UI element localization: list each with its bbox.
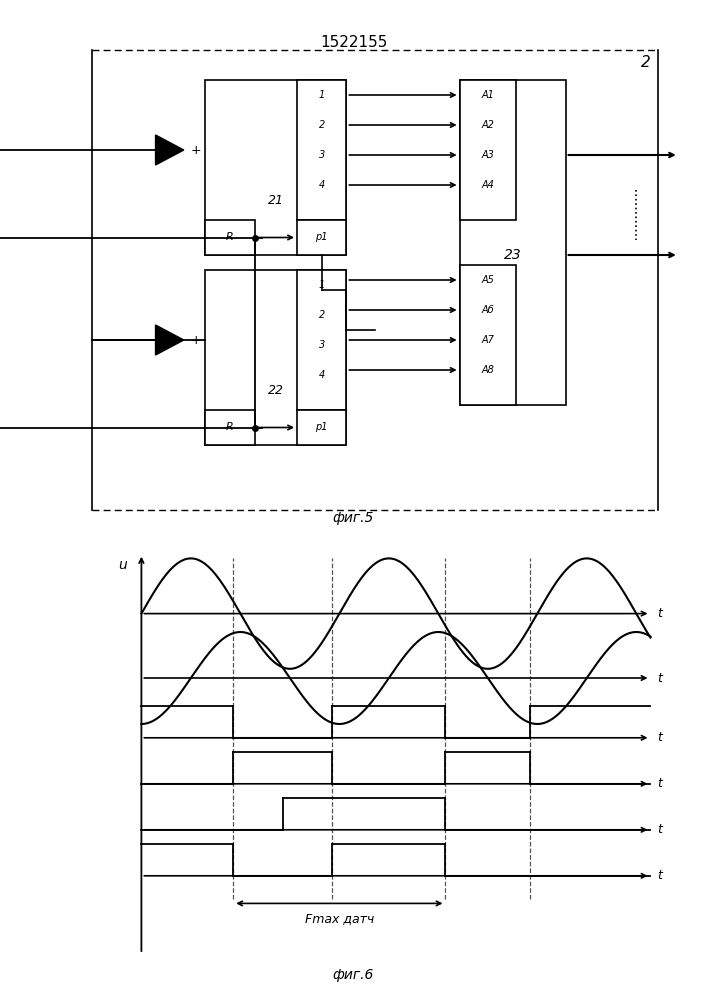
Bar (297, 270, 346, 410)
Text: 1522155: 1522155 (320, 35, 387, 50)
Text: Аб: Аб (481, 305, 494, 315)
Text: 4: 4 (319, 370, 325, 380)
Text: 23: 23 (503, 248, 522, 262)
Text: t: t (658, 672, 662, 684)
Text: A7: A7 (481, 335, 494, 345)
Polygon shape (156, 135, 184, 165)
Text: t: t (658, 869, 662, 882)
Bar (205, 270, 346, 445)
Text: фиг.6: фиг.6 (333, 968, 374, 982)
Text: 4: 4 (319, 180, 325, 190)
Text: p1: p1 (315, 422, 328, 432)
Polygon shape (156, 325, 184, 355)
Bar (205, 220, 255, 255)
Text: p1: p1 (315, 232, 328, 242)
Text: +: + (191, 143, 201, 156)
Text: t: t (658, 607, 662, 620)
Text: t: t (658, 777, 662, 790)
Text: 3: 3 (319, 340, 325, 350)
Text: A1: A1 (481, 90, 494, 100)
Text: 2: 2 (319, 310, 325, 320)
Text: R: R (226, 422, 233, 432)
Text: A8: A8 (481, 365, 494, 375)
Text: +: + (191, 334, 201, 347)
Text: A2: A2 (481, 120, 494, 130)
Text: Fmax датч: Fmax датч (305, 913, 374, 926)
Text: 2: 2 (319, 120, 325, 130)
Bar (460, 80, 516, 220)
Text: 3: 3 (319, 150, 325, 160)
Text: R: R (226, 232, 233, 242)
Text: 21: 21 (268, 194, 284, 207)
Text: 1: 1 (319, 280, 325, 290)
Bar (460, 80, 566, 405)
Bar (297, 220, 346, 255)
Bar (297, 410, 346, 445)
Text: u: u (119, 558, 127, 572)
Text: 2: 2 (641, 55, 650, 70)
Text: A3: A3 (481, 150, 494, 160)
Bar (460, 265, 516, 405)
Bar (205, 410, 255, 445)
Text: t: t (658, 823, 662, 836)
Text: 22: 22 (268, 383, 284, 396)
Bar (297, 80, 346, 220)
Text: 1: 1 (319, 90, 325, 100)
Text: A5: A5 (481, 275, 494, 285)
Text: фиг.5: фиг.5 (333, 511, 374, 525)
Text: A4: A4 (481, 180, 494, 190)
Text: t: t (658, 731, 662, 744)
Bar (205, 80, 346, 255)
